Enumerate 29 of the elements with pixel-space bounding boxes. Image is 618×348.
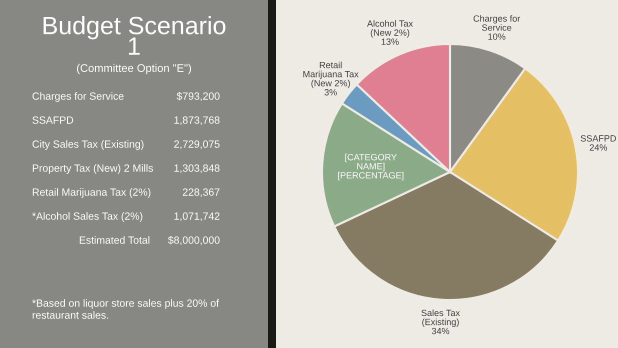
slice-label: Charges for Service <box>474 15 520 31</box>
text: 2,729,075 <box>174 140 220 150</box>
category-label: *Alcohol Sales Tax (2%) <box>32 212 142 222</box>
text: (Committee Option "E") <box>77 64 191 74</box>
slice-label: Alcohol Tax (New 2%) <box>367 20 413 38</box>
slice-label: Retail Marijuana Tax (New 2%) <box>303 62 359 88</box>
category-label: SSAFPD <box>32 116 74 124</box>
category-label: Estimated Total <box>80 236 150 244</box>
slice-label: SSAFPD <box>580 135 616 142</box>
text: Budget Scenario 1 <box>44 16 226 55</box>
data-label: [PERCENTAGE] <box>338 172 404 180</box>
text: 228,367 <box>182 188 220 198</box>
slice-label: [CATEGORY NAME] <box>345 154 397 172</box>
data-label: 13% <box>382 38 399 45</box>
slice-label: Sales Tax (Existing) <box>421 309 460 327</box>
text: 1,071,742 <box>174 212 220 222</box>
text: 1,303,848 <box>174 164 220 174</box>
text: 1,873,768 <box>174 116 220 126</box>
category-label: Property Tax (New) 2 Mills <box>32 164 153 174</box>
data-label: 10% <box>488 33 506 40</box>
text: $793,200 <box>176 92 220 102</box>
data-label: 34% <box>432 328 450 334</box>
category-label: Charges for Service <box>32 92 124 102</box>
data-label: 24% <box>590 144 608 151</box>
text: $8,000,000 <box>168 236 220 246</box>
data-label: 3% <box>324 89 337 96</box>
category-label: Retail Marijuana Tax (2%) <box>32 188 150 198</box>
category-label: City Sales Tax (Existing) <box>32 140 144 150</box>
text: *Based on liquor store sales plus 20% of restaurant sales. <box>32 299 220 319</box>
